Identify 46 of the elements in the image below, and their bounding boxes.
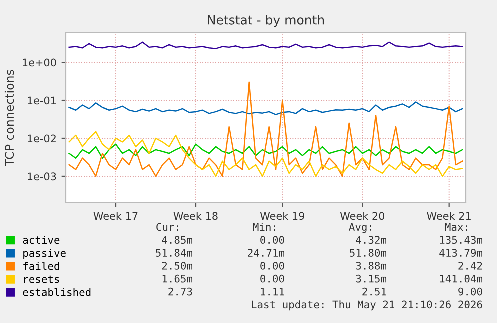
- text: 1.65m: [162, 274, 193, 283]
- text: Avg:: [349, 223, 372, 234]
- text: Max:: [445, 223, 468, 232]
- text: 413.79m: [440, 249, 483, 257]
- legend-label: active: [23, 236, 60, 244]
- text: 0.00: [260, 274, 284, 283]
- text: 135.43m: [440, 236, 483, 244]
- legend-label: established: [23, 288, 91, 296]
- legend-label: resets: [24, 276, 60, 284]
- text: 141.04m: [440, 274, 483, 283]
- legend-label: passive: [24, 249, 66, 260]
- text: 3.88m: [356, 262, 387, 270]
- text: 1.11: [261, 288, 284, 296]
- y-tick-label: 1e-01: [28, 96, 56, 105]
- y-tick-label: 1e-03: [28, 172, 56, 181]
- x-tick-label: Week 19: [260, 212, 304, 220]
- text: 0.00: [260, 236, 284, 244]
- text: 2.50m: [162, 262, 193, 270]
- text: 51.80m: [350, 249, 387, 257]
- x-tick-label: Week 17: [94, 212, 138, 220]
- text: 0.00: [260, 262, 284, 270]
- text: 24.71m: [248, 249, 285, 257]
- x-tick-label: Week 20: [340, 212, 385, 220]
- x-tick-label: Week 21: [427, 212, 471, 220]
- text: Last update: Thu May 21 21:10:26 2026: [252, 300, 482, 311]
- line-series: [68, 82, 464, 178]
- y-tick-label: 1e+00: [23, 58, 56, 67]
- text: Min:: [253, 223, 276, 231]
- y-axis-title: TCP connections: [4, 70, 14, 166]
- chart-title: Netstat - by month: [208, 15, 324, 28]
- text: 9.00: [458, 288, 482, 296]
- text: 4.32m: [356, 236, 387, 244]
- text: 3.15m: [356, 274, 387, 283]
- text: Cur:: [156, 223, 178, 232]
- line-series: [68, 131, 464, 178]
- x-tick-label: Week 18: [174, 212, 218, 220]
- text: 51.84m: [156, 249, 193, 257]
- legend-label: failed: [24, 262, 60, 270]
- text: 2.42: [458, 262, 482, 270]
- line-series: [68, 102, 464, 116]
- y-tick-label: 1e-02: [28, 134, 56, 143]
- line-series: [68, 144, 464, 159]
- line-series: [68, 42, 464, 50]
- text: 4.85m: [162, 236, 193, 244]
- text: 2.51: [362, 288, 386, 296]
- text: 2.73: [168, 288, 192, 296]
